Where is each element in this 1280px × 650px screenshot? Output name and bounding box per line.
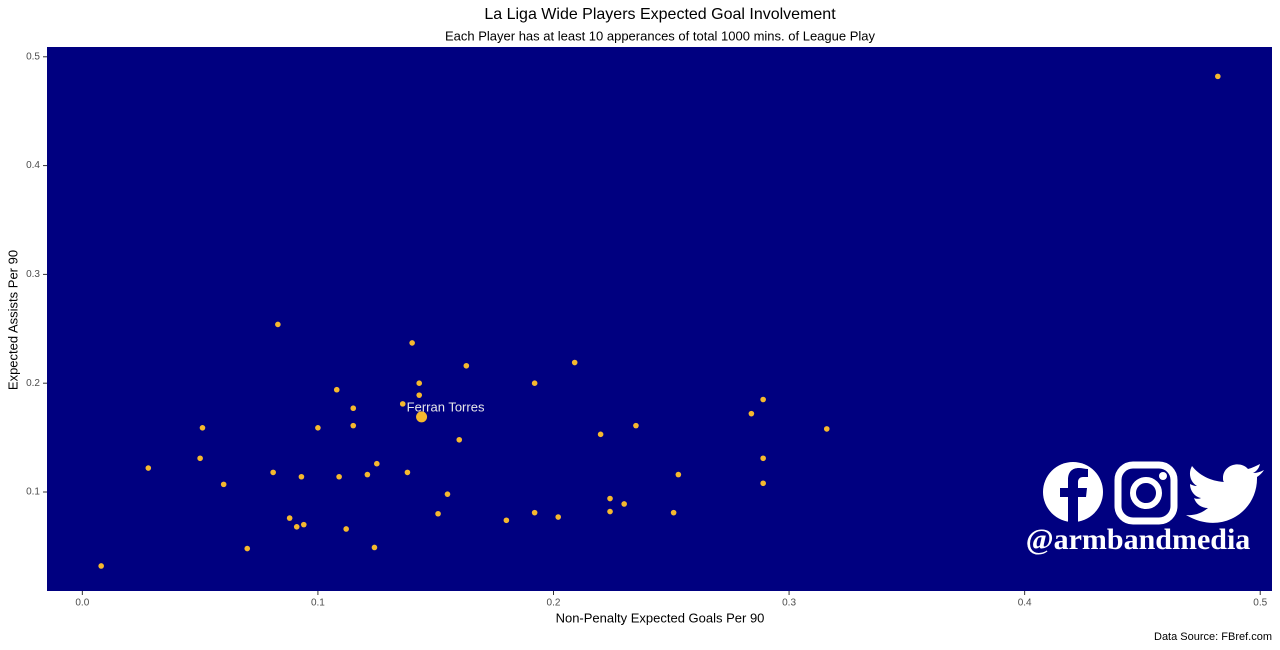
data-point	[416, 380, 423, 386]
data-point	[670, 509, 677, 516]
data-point	[435, 510, 441, 517]
y-axis-label: Expected Assists Per 90	[5, 250, 20, 390]
data-point	[333, 386, 340, 393]
data-point	[199, 425, 206, 431]
x-tick-label: 0.2	[547, 598, 561, 609]
data-point	[463, 362, 470, 369]
source-note: Data Source: FBref.com	[1154, 631, 1272, 643]
data-point	[343, 526, 349, 532]
data-point	[244, 545, 251, 552]
data-point	[748, 410, 755, 417]
data-point	[416, 392, 423, 398]
data-point	[350, 422, 357, 429]
data-point	[399, 401, 406, 407]
data-point	[760, 455, 766, 462]
data-point	[456, 436, 463, 443]
data-point	[220, 481, 227, 488]
data-point	[286, 515, 293, 521]
y-tick-label: 0.4	[26, 160, 40, 171]
x-tick-label: 0.0	[75, 598, 89, 609]
y-tick-label: 0.3	[26, 269, 40, 280]
data-point	[293, 524, 300, 530]
data-point	[371, 544, 378, 551]
data-point	[633, 422, 639, 429]
data-point	[270, 469, 276, 476]
instagram-icon	[1114, 461, 1178, 525]
data-point	[760, 396, 766, 403]
data-point	[607, 495, 613, 502]
y-tick-label: 0.2	[26, 378, 40, 389]
social-icons	[1043, 461, 1264, 525]
data-point	[145, 465, 152, 471]
data-point	[597, 431, 604, 438]
data-point	[503, 517, 510, 524]
data-point	[298, 473, 305, 480]
data-point	[197, 455, 203, 462]
instagram-dot	[1159, 472, 1167, 480]
data-point	[416, 411, 428, 423]
x-tick-label: 0.1	[311, 598, 325, 609]
data-point	[555, 514, 562, 520]
data-point	[621, 501, 627, 507]
data-point	[531, 380, 538, 386]
data-point	[315, 425, 321, 431]
facebook-glyph	[1060, 468, 1088, 522]
data-point	[1215, 73, 1221, 80]
x-tick-label: 0.3	[782, 598, 796, 609]
data-point	[300, 521, 307, 528]
data-point	[571, 359, 578, 366]
data-point	[823, 426, 830, 432]
chart-title: La Liga Wide Players Expected Goal Invol…	[484, 6, 836, 23]
data-point	[760, 480, 766, 487]
data-point	[275, 321, 281, 328]
data-point	[409, 340, 415, 346]
twitter-icon	[1186, 464, 1264, 523]
data-point	[531, 509, 538, 516]
y-tick-label: 0.1	[26, 487, 40, 498]
data-point	[675, 471, 682, 478]
data-point	[607, 508, 613, 515]
data-point	[374, 460, 380, 467]
data-point	[350, 405, 357, 412]
x-tick-label: 0.4	[1018, 598, 1032, 609]
chart-subtitle: Each Player has at least 10 apperances o…	[445, 28, 875, 43]
data-point	[444, 491, 451, 497]
data-point	[98, 563, 104, 569]
y-tick-label: 0.5	[26, 51, 40, 62]
data-point	[404, 469, 411, 476]
data-point	[336, 473, 342, 480]
instagram-lens	[1130, 477, 1162, 509]
x-axis-label: Non-Penalty Expected Goals Per 90	[556, 610, 765, 625]
x-tick-label: 0.5	[1253, 598, 1267, 609]
watermark: @armbandmedia	[1026, 523, 1251, 556]
data-point	[364, 471, 371, 478]
point-label: Ferran Torres	[407, 399, 485, 414]
